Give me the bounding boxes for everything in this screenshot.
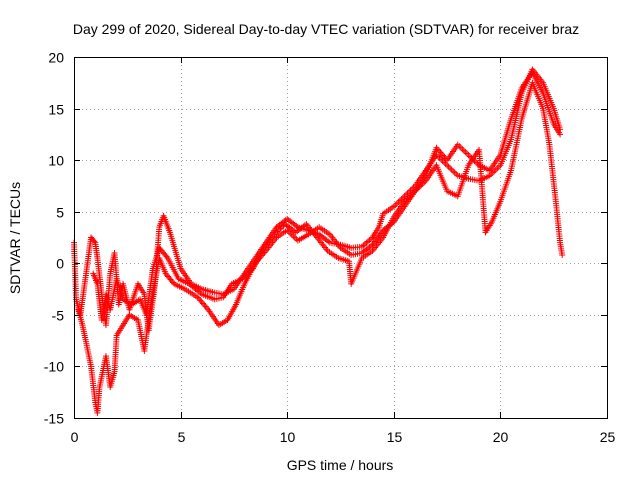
data-point bbox=[450, 168, 457, 175]
data-point bbox=[199, 300, 206, 307]
data-point bbox=[557, 131, 564, 138]
data-point bbox=[366, 237, 373, 244]
data-point bbox=[361, 241, 368, 248]
data-point bbox=[202, 303, 209, 310]
data-point bbox=[494, 165, 501, 172]
data-point bbox=[360, 242, 367, 249]
data-point bbox=[462, 149, 469, 156]
x-tick-labels: 0 5 10 15 20 25 bbox=[71, 429, 616, 445]
series-1 bbox=[71, 66, 564, 334]
data-point bbox=[163, 253, 170, 260]
x-tick-label: 5 bbox=[178, 429, 186, 445]
y-axis-label: SDTVAR / TECUs bbox=[7, 182, 23, 294]
data-point bbox=[198, 298, 205, 305]
axis-ticks bbox=[74, 57, 608, 419]
data-markers bbox=[71, 66, 566, 416]
data-point bbox=[195, 295, 202, 302]
data-point bbox=[463, 150, 470, 157]
y-tick-label: 5 bbox=[56, 205, 64, 221]
data-point bbox=[436, 147, 443, 154]
data-point bbox=[442, 160, 449, 167]
y-tick-label: -10 bbox=[44, 359, 64, 375]
chart-title: Day 299 of 2020, Sidereal Day-to-day VTE… bbox=[73, 21, 579, 37]
data-point bbox=[448, 166, 455, 173]
y-tick-label: 0 bbox=[56, 256, 64, 272]
data-point bbox=[91, 238, 98, 245]
data-point bbox=[363, 239, 370, 246]
y-tick-label: 10 bbox=[48, 153, 64, 169]
data-point bbox=[457, 144, 464, 151]
x-tick-label: 10 bbox=[280, 429, 296, 445]
data-point bbox=[444, 162, 451, 169]
data-point bbox=[559, 252, 566, 259]
plot-frame bbox=[74, 57, 608, 419]
data-point bbox=[201, 302, 208, 309]
data-point bbox=[465, 151, 472, 158]
x-tick-label: 20 bbox=[493, 429, 509, 445]
data-point bbox=[197, 297, 204, 304]
data-point bbox=[459, 146, 466, 153]
y-tick-labels: -15 -10 -5 0 5 10 15 20 bbox=[44, 50, 64, 427]
y-tick-label: 20 bbox=[48, 50, 64, 66]
x-tick-label: 15 bbox=[387, 429, 403, 445]
y-tick-label: -5 bbox=[52, 308, 65, 324]
series-3 bbox=[90, 79, 566, 324]
x-tick-label: 0 bbox=[71, 429, 79, 445]
data-point bbox=[392, 202, 399, 209]
data-point bbox=[451, 169, 458, 176]
data-point bbox=[364, 238, 371, 245]
y-tick-label: 15 bbox=[48, 102, 64, 118]
data-point bbox=[445, 163, 452, 170]
data-point bbox=[460, 147, 467, 154]
x-axis-label: GPS time / hours bbox=[287, 457, 394, 473]
series-2 bbox=[75, 69, 564, 416]
x-tick-label: 25 bbox=[600, 429, 616, 445]
y-tick-label: -15 bbox=[44, 411, 64, 427]
data-point bbox=[447, 165, 454, 172]
